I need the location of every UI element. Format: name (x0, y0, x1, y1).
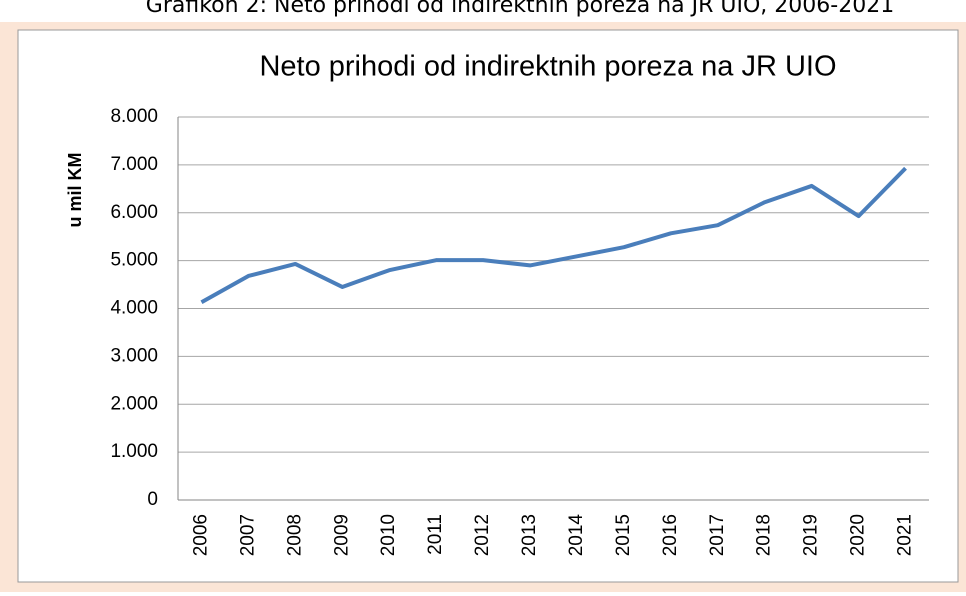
y-tick-label: 1.000 (110, 441, 158, 462)
x-tick-label: 2009 (331, 514, 352, 556)
y-tick-label: 6.000 (110, 202, 158, 223)
x-tick-label: 2011 (425, 514, 446, 555)
data-line (200, 166, 907, 305)
x-tick-label: 2018 (754, 514, 775, 556)
y-tick-label: 2.000 (110, 393, 158, 414)
caption: Grafikon 2: Neto prihodi od indirektnih … (146, 0, 894, 18)
chart-box (17, 29, 959, 583)
y-tick-label: 3.000 (110, 345, 158, 366)
x-tick-label: 2012 (472, 514, 493, 556)
x-tick-label: 2010 (378, 514, 399, 556)
chart-title: Neto prihodi od indirektnih poreza na JR… (259, 51, 836, 83)
x-tick-label: 2007 (237, 514, 258, 556)
y-tick-label: 5.000 (110, 250, 158, 271)
x-tick-label: 2020 (848, 514, 869, 556)
x-tick-label: 2008 (284, 514, 305, 556)
y-tick-label: 4.000 (110, 298, 158, 319)
x-tick-label: 2019 (801, 514, 822, 556)
x-tick-label: 2013 (519, 514, 540, 556)
x-tick-label: 2015 (613, 514, 634, 556)
x-tick-label: 2021 (895, 514, 916, 556)
x-tick-label: 2016 (660, 514, 681, 556)
y-axis-label: u mil KM (65, 153, 85, 228)
x-tick-label: 2017 (707, 514, 728, 556)
y-tick-label: 0 (147, 489, 158, 510)
y-tick-label: 7.000 (110, 154, 158, 175)
y-tick-label: 8.000 (110, 106, 158, 127)
x-tick-label: 2014 (566, 514, 587, 557)
x-tick-label: 2006 (190, 514, 211, 556)
